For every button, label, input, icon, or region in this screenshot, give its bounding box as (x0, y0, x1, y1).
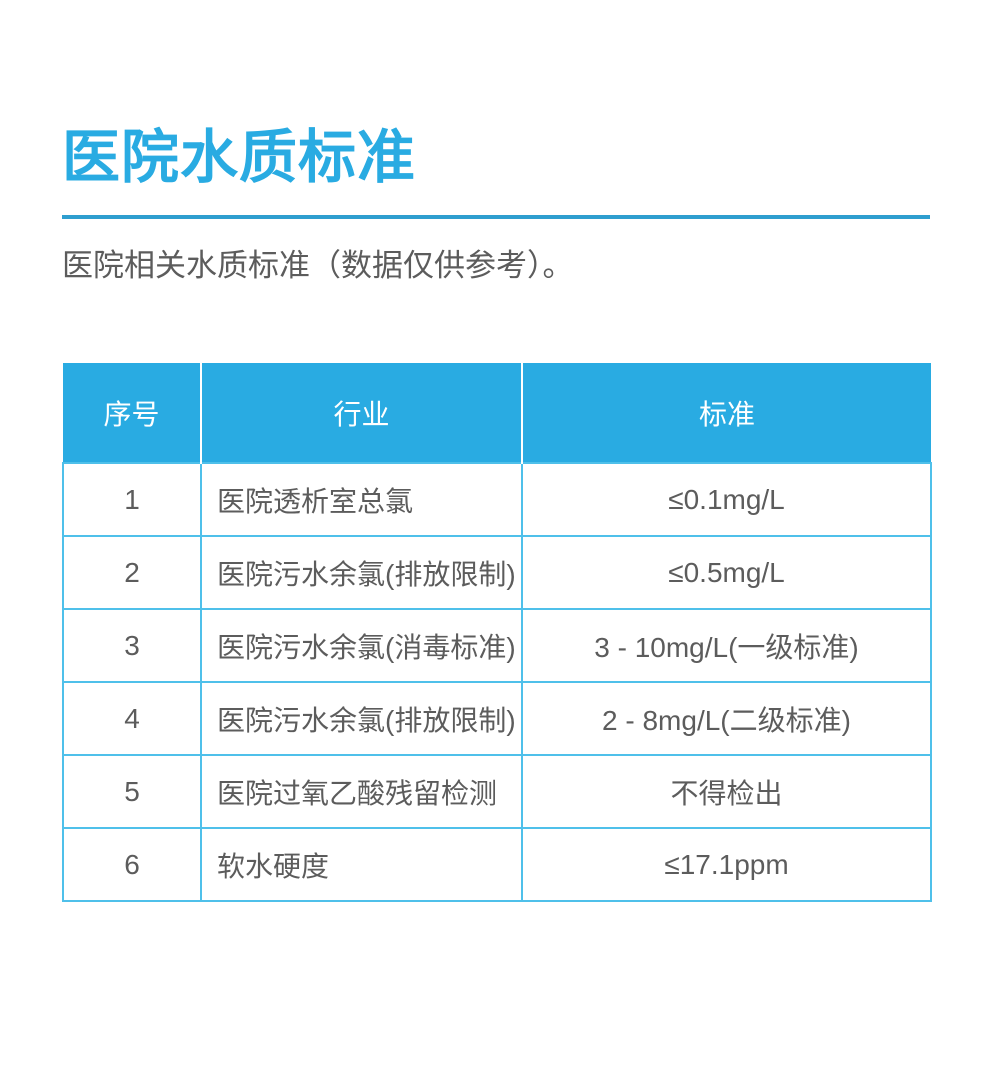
table-row: 2 医院污水余氯(排放限制) ≤0.5mg/L (62, 535, 932, 611)
cell-standard: ≤17.1ppm (521, 827, 932, 903)
cell-no: 2 (62, 535, 202, 611)
table-row: 4 医院污水余氯(排放限制) 2 - 8mg/L(二级标准) (62, 681, 932, 757)
cell-no: 4 (62, 681, 202, 757)
title-underline-rule (62, 215, 930, 220)
table-header-row: 序号 行业 标准 (63, 363, 931, 464)
page-subtitle: 医院相关水质标准（数据仅供参考）。 (62, 248, 574, 284)
page-title: 医院水质标准 (62, 125, 417, 190)
cell-industry: 软水硬度 (200, 827, 523, 903)
header-cell-industry: 行业 (200, 363, 522, 464)
table-row: 5 医院过氧乙酸残留检测 不得检出 (62, 754, 932, 830)
cell-no: 1 (62, 462, 202, 538)
table-row: 3 医院污水余氯(消毒标准) 3 - 10mg/L(一级标准) (62, 608, 932, 684)
cell-industry: 医院过氧乙酸残留检测 (200, 754, 523, 830)
cell-no: 3 (62, 608, 202, 684)
cell-standard: 2 - 8mg/L(二级标准) (521, 681, 932, 757)
cell-industry: 医院污水余氯(排放限制) (200, 535, 523, 611)
cell-industry: 医院透析室总氯 (200, 462, 523, 538)
table-row: 1 医院透析室总氯 ≤0.1mg/L (62, 462, 932, 538)
header-cell-standard: 标准 (521, 363, 931, 464)
table-row: 6 软水硬度 ≤17.1ppm (62, 827, 932, 903)
cell-no: 6 (62, 827, 202, 903)
cell-standard: 不得检出 (521, 754, 932, 830)
cell-standard: 3 - 10mg/L(一级标准) (521, 608, 932, 684)
header-cell-no: 序号 (63, 363, 201, 464)
page-content: 医院水质标准 医院相关水质标准（数据仅供参考）。 序号 行业 标准 1 医院透析室… (62, 0, 932, 903)
cell-industry: 医院污水余氯(排放限制) (200, 681, 523, 757)
cell-standard: ≤0.5mg/L (521, 535, 932, 611)
cell-industry: 医院污水余氯(消毒标准) (200, 608, 523, 684)
water-quality-standards-table: 序号 行业 标准 1 医院透析室总氯 ≤0.1mg/L 2 医院污水余氯(排放限制) ≤0… (62, 363, 932, 903)
cell-no: 5 (62, 754, 202, 830)
cell-standard: ≤0.1mg/L (521, 462, 932, 538)
